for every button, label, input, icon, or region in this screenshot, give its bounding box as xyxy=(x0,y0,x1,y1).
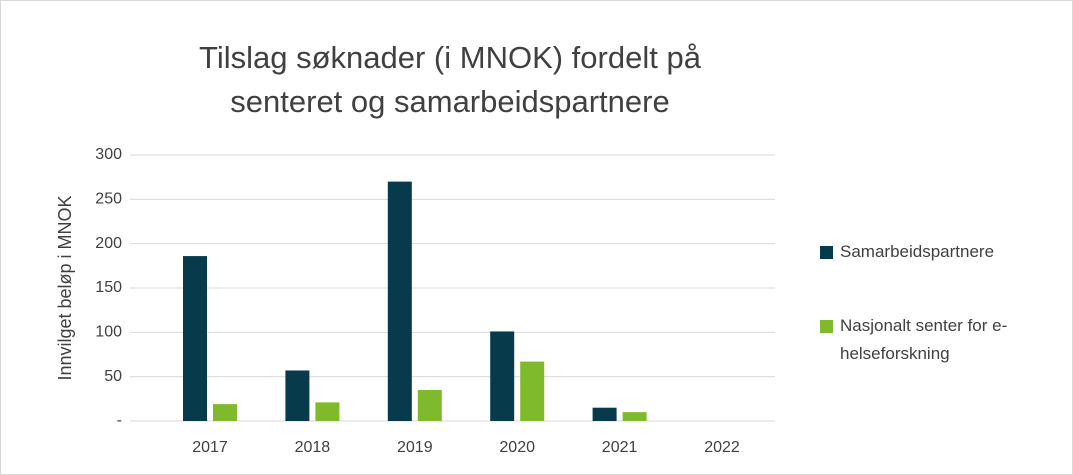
x-tick-label: 2019 xyxy=(397,439,433,456)
bar xyxy=(387,181,412,421)
x-tick-label: 2018 xyxy=(295,439,331,456)
bar xyxy=(622,412,647,421)
bar xyxy=(315,402,340,421)
legend-swatch xyxy=(820,320,833,333)
bar xyxy=(417,389,442,421)
x-tick-label: 2022 xyxy=(704,439,740,456)
bar xyxy=(183,256,207,421)
chart-title: Tilslag søknader (i MNOK) fordelt på sen… xyxy=(199,40,701,119)
legend-item: Nasjonalt senter for e-helseforskning xyxy=(820,312,1025,368)
x-tick-label: 2020 xyxy=(499,439,535,456)
legend-item: Samarbeidspartnere xyxy=(820,238,1025,266)
x-tick-label: 2017 xyxy=(192,439,228,456)
y-tick-label: 200 xyxy=(95,235,122,252)
legend-swatch xyxy=(820,246,833,259)
y-tick-label: 300 xyxy=(95,146,122,163)
y-tick-label: 100 xyxy=(95,324,122,341)
bar xyxy=(490,331,515,421)
y-tick-label: - xyxy=(117,412,122,429)
y-tick-label: 250 xyxy=(95,191,122,208)
bar xyxy=(213,404,237,421)
legend-label: Nasjonalt senter for e-helseforskning xyxy=(840,316,1008,363)
bar xyxy=(592,407,617,421)
bar xyxy=(520,361,545,421)
y-axis-label: Innvilget beløp i MNOK xyxy=(55,195,75,380)
legend-label: Samarbeidspartnere xyxy=(840,242,995,261)
bar xyxy=(285,370,310,421)
y-tick-label: 150 xyxy=(95,279,122,296)
x-tick-label: 2021 xyxy=(602,439,638,456)
y-tick-label: 50 xyxy=(104,368,122,385)
